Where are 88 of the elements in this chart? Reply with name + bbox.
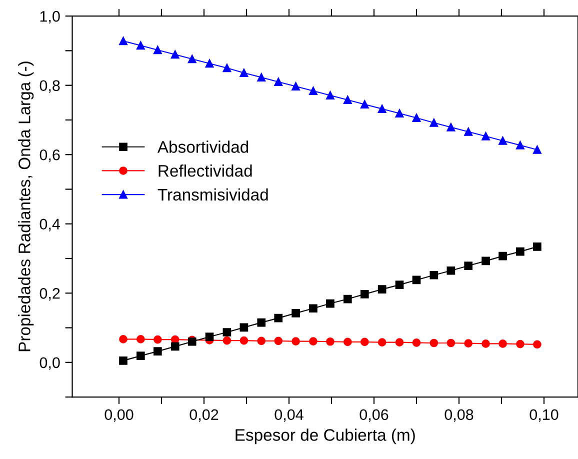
y-tick-label: 0,8 bbox=[40, 80, 60, 93]
point bbox=[274, 336, 283, 346]
point bbox=[240, 68, 248, 78]
point bbox=[360, 290, 369, 298]
y-tick-label: 0,0 bbox=[40, 357, 60, 370]
point bbox=[326, 91, 334, 100]
point bbox=[292, 309, 300, 318]
point bbox=[360, 338, 369, 346]
point bbox=[516, 141, 524, 150]
point bbox=[430, 338, 438, 348]
point bbox=[533, 146, 542, 154]
point bbox=[498, 252, 507, 260]
point bbox=[240, 323, 248, 332]
point bbox=[395, 109, 404, 118]
point bbox=[482, 340, 490, 348]
point bbox=[292, 82, 300, 91]
point bbox=[533, 242, 542, 251]
point bbox=[119, 356, 128, 365]
point bbox=[257, 73, 266, 82]
point bbox=[412, 114, 421, 122]
point bbox=[136, 335, 145, 344]
point bbox=[119, 36, 128, 46]
point bbox=[395, 338, 404, 346]
point bbox=[482, 132, 490, 140]
point bbox=[412, 276, 421, 284]
point bbox=[222, 336, 232, 345]
point bbox=[464, 339, 473, 348]
x-tick-label: 0,10 bbox=[530, 409, 558, 422]
point bbox=[395, 280, 404, 289]
point bbox=[482, 256, 490, 266]
point bbox=[240, 336, 248, 345]
point bbox=[516, 247, 524, 256]
y-tick-label: 1,0 bbox=[40, 10, 60, 24]
point bbox=[412, 338, 421, 347]
point bbox=[378, 285, 386, 294]
x-axis-title: Espesor de Cubierta (m) bbox=[236, 428, 415, 444]
point bbox=[170, 50, 180, 59]
point bbox=[188, 54, 196, 64]
point bbox=[430, 118, 438, 127]
x-tick-label: 0,06 bbox=[360, 409, 388, 422]
point bbox=[154, 46, 162, 54]
x-tick-label: 0,08 bbox=[444, 409, 474, 422]
x-tick-label: 0,04 bbox=[274, 409, 304, 422]
point bbox=[257, 336, 266, 346]
legend-label: Reflectividad bbox=[158, 164, 252, 177]
x-tick-label: 0,02 bbox=[190, 409, 218, 422]
point bbox=[498, 136, 507, 145]
point bbox=[274, 314, 283, 322]
point bbox=[378, 104, 386, 114]
y-tick-label: 0,4 bbox=[40, 218, 60, 232]
point bbox=[119, 335, 128, 344]
point bbox=[446, 266, 456, 275]
x-tick-label: 0,00 bbox=[104, 409, 134, 422]
point bbox=[136, 41, 145, 50]
point bbox=[326, 299, 334, 308]
point bbox=[360, 100, 369, 109]
point bbox=[516, 340, 524, 348]
point bbox=[498, 340, 507, 348]
point bbox=[309, 304, 318, 313]
point bbox=[309, 337, 318, 346]
point bbox=[446, 123, 456, 132]
point bbox=[343, 294, 352, 304]
y-tick-label: 0,2 bbox=[40, 288, 60, 301]
point bbox=[136, 352, 145, 360]
point bbox=[205, 332, 214, 341]
point bbox=[274, 78, 283, 86]
point bbox=[154, 347, 162, 356]
legend-label: Absortividad bbox=[157, 140, 248, 153]
legend-label: Transmisividad bbox=[158, 188, 268, 201]
point bbox=[446, 338, 456, 348]
point bbox=[430, 270, 438, 280]
y-axis-title: Propiedades Radiantes, Onda Larga (-) bbox=[18, 62, 34, 352]
point bbox=[222, 64, 232, 72]
point bbox=[292, 337, 300, 346]
point bbox=[326, 337, 334, 346]
y-tick-label: 0,6 bbox=[40, 149, 60, 162]
point bbox=[309, 86, 318, 96]
point bbox=[154, 335, 162, 344]
point bbox=[464, 128, 473, 136]
point bbox=[464, 262, 473, 270]
point bbox=[533, 340, 542, 349]
point bbox=[257, 318, 266, 327]
point bbox=[343, 96, 352, 104]
point bbox=[170, 342, 180, 351]
point bbox=[343, 338, 352, 346]
point bbox=[222, 328, 232, 336]
point bbox=[378, 338, 386, 346]
point bbox=[205, 59, 214, 68]
